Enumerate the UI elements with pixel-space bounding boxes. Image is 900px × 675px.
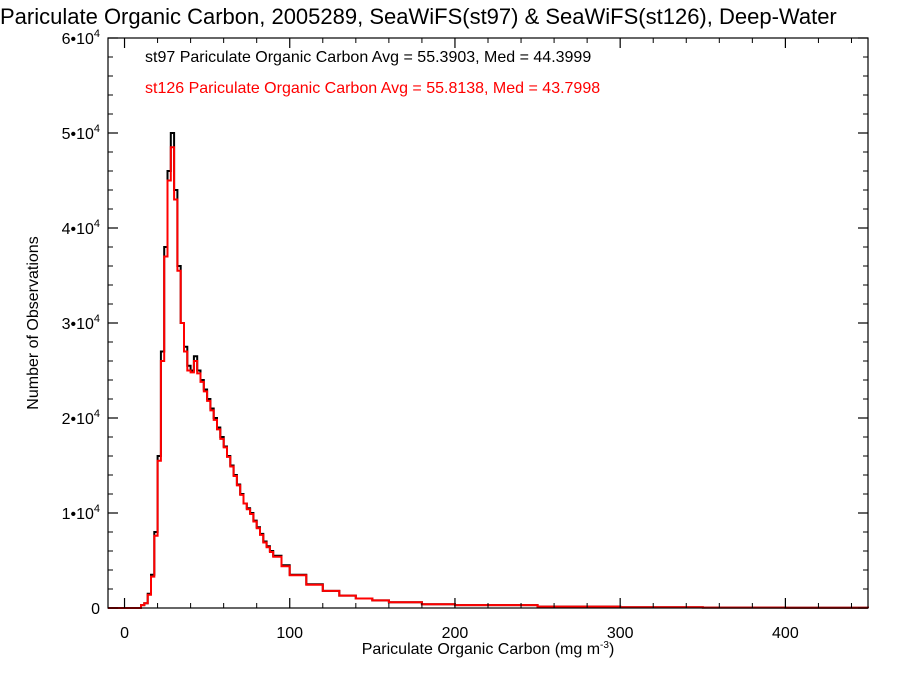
y-tick-label: 1•104 bbox=[62, 503, 100, 523]
y-tick-label: 2•104 bbox=[62, 408, 100, 428]
y-tick-label: 0 bbox=[91, 601, 100, 618]
x-tick-label: 0 bbox=[120, 625, 129, 642]
x-tick-label: 200 bbox=[442, 625, 469, 642]
plot-frame bbox=[107, 37, 869, 609]
x-tick-label: 100 bbox=[276, 625, 303, 642]
y-tick-label: 3•104 bbox=[62, 313, 100, 333]
series-st126-line bbox=[108, 146, 869, 609]
x-tick-label: 300 bbox=[607, 625, 634, 642]
legend-st97: st97 Pariculate Organic Carbon Avg = 55.… bbox=[145, 49, 591, 66]
x-axis: 0 100 200 300 400 bbox=[120, 38, 852, 642]
plot-area bbox=[108, 132, 869, 609]
y-tick-label: 4•104 bbox=[62, 218, 100, 238]
chart-title: Pariculate Organic Carbon, 2005289, SeaW… bbox=[0, 4, 837, 29]
series-st97-line bbox=[108, 132, 869, 609]
x-tick-label: 400 bbox=[772, 625, 799, 642]
x-axis-label: Pariculate Organic Carbon (mg m-3) bbox=[362, 640, 615, 658]
legend-st126: st126 Pariculate Organic Carbon Avg = 55… bbox=[145, 80, 600, 97]
y-axis-label: Number of Observations bbox=[25, 236, 42, 409]
y-tick-label: 6•104 bbox=[62, 28, 100, 48]
y-axis: 0 1•104 2•104 3•104 4•104 5•104 6•104 bbox=[62, 28, 868, 618]
y-tick-label: 5•104 bbox=[62, 123, 100, 143]
